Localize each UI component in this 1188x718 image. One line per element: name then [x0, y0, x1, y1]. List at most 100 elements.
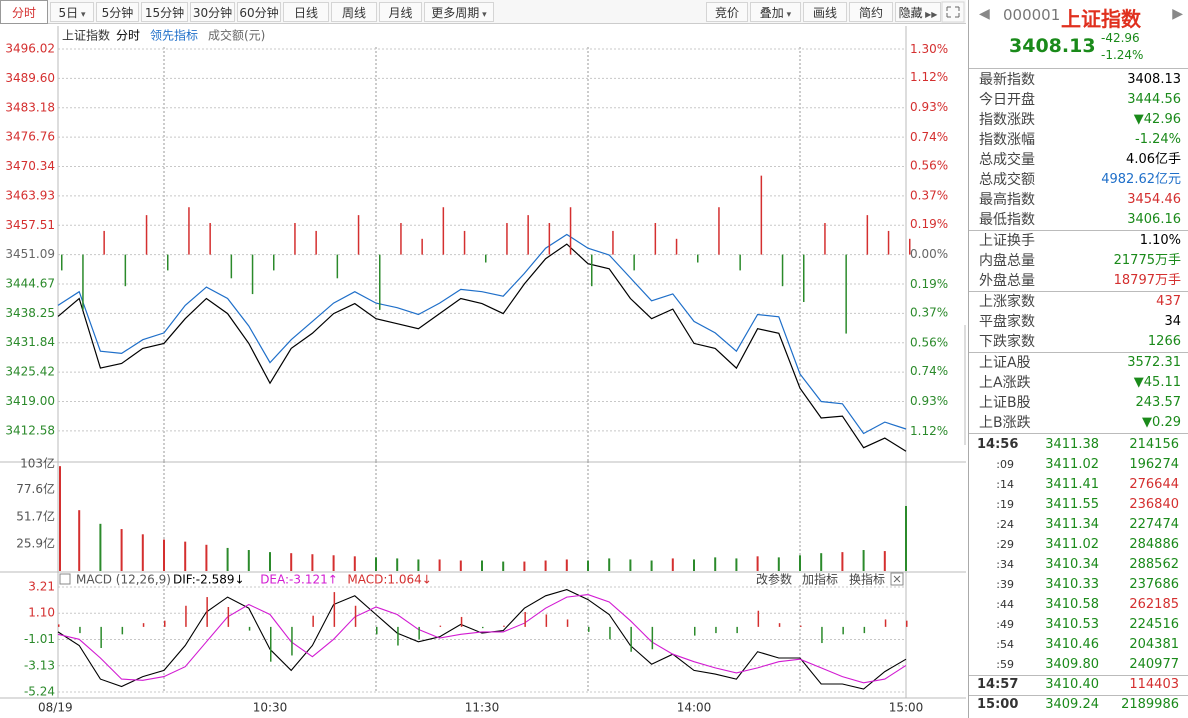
y-tick-label: 3457.51: [5, 218, 55, 232]
lead-bar: [485, 254, 487, 263]
x-tick-label: 14:00: [677, 701, 712, 715]
volume-bar: [247, 550, 250, 571]
separator: [969, 230, 1188, 231]
y-tick-label: 1.10: [28, 606, 55, 620]
lead-bar: [675, 238, 678, 255]
y-tick-label: 3438.25: [5, 306, 55, 320]
tab[interactable]: 分时: [0, 0, 48, 24]
expand-button[interactable]: [941, 1, 965, 23]
legend-entry: 领先指标: [150, 28, 198, 43]
volume-bar: [120, 529, 123, 571]
tab[interactable]: 5日: [50, 2, 94, 22]
volume-bar: [205, 544, 208, 571]
indicator-control[interactable]: 换指标: [849, 572, 885, 587]
quote-row: 指数涨幅 -1.24%: [969, 130, 1188, 150]
tab[interactable]: 更多周期: [424, 2, 494, 22]
indicator-control[interactable]: 改参数: [756, 572, 792, 587]
lead-bar: [909, 238, 911, 255]
tick-time: :14: [996, 478, 1014, 491]
quote-label: 内盘总量: [979, 253, 1035, 269]
legend-entry: DEA:-3.121↑: [260, 573, 338, 587]
tick-time: :24: [996, 518, 1014, 531]
tick-price: 3409.80: [1045, 657, 1099, 672]
tick-time: :34: [996, 558, 1014, 571]
macd-bar: [609, 626, 611, 640]
tool-button[interactable]: 隐藏 ▶▶: [895, 2, 941, 22]
close-button[interactable]: [890, 572, 904, 586]
lead-bar: [781, 254, 784, 287]
quote-label: 上证B股: [979, 395, 1031, 411]
separator: [969, 433, 1188, 434]
y-tick-label: -5.24: [24, 685, 55, 699]
tick-row: :34 3410.34 288562: [969, 555, 1188, 575]
indicator-control[interactable]: 加指标: [802, 572, 838, 587]
tab[interactable]: 15分钟: [141, 2, 188, 22]
macd-line: [57, 594, 907, 684]
tick-time: :09: [996, 458, 1014, 471]
tool-button[interactable]: 简约: [849, 2, 893, 22]
volume-bar: [459, 560, 462, 571]
lead-bar: [273, 254, 275, 271]
tool-button[interactable]: 画线: [803, 2, 847, 22]
quote-row: 最新指数 3408.13: [969, 70, 1188, 90]
quote-label: 总成交量: [979, 152, 1035, 168]
tab[interactable]: 5分钟: [96, 2, 139, 22]
lead-bar: [633, 254, 635, 271]
quote-row: 外盘总量 18797万手: [969, 271, 1188, 291]
tool-button[interactable]: 竞价: [706, 2, 748, 22]
tab[interactable]: 30分钟: [190, 2, 235, 22]
tick-time: :54: [996, 638, 1014, 651]
tick-time: :44: [996, 598, 1014, 611]
prev-arrow[interactable]: ◀: [979, 6, 990, 22]
lead-bar: [103, 230, 105, 255]
y2-tick-label: 0.93%: [910, 100, 948, 114]
lead-bar: [824, 223, 826, 255]
y-tick-label: 103亿: [20, 456, 55, 471]
tick-row: 14:57 3410.40 114403: [969, 675, 1188, 695]
tab[interactable]: 月线: [379, 2, 422, 22]
macd-bar: [651, 626, 654, 650]
y2-tick-label: 0.56%: [910, 159, 948, 173]
quote-label: 上涨家数: [979, 294, 1035, 310]
next-arrow[interactable]: ▶: [1172, 6, 1183, 22]
tab[interactable]: 60分钟: [237, 2, 281, 22]
y-tick-label: 3419.00: [5, 394, 55, 408]
x-tick-label: 15:00: [889, 701, 924, 715]
tick-volume: 262185: [1129, 597, 1179, 612]
macd-bar: [270, 626, 272, 662]
quote-value: ▼0.29: [1142, 415, 1181, 430]
y-tick-label: 3412.58: [5, 423, 55, 437]
tick-volume: 224516: [1129, 617, 1179, 632]
volume-bar: [756, 556, 759, 571]
tick-row: :29 3411.02 284886: [969, 535, 1188, 555]
tab[interactable]: 日线: [283, 2, 329, 22]
quote-value: 3444.56: [1127, 92, 1181, 107]
volume-bar: [141, 534, 144, 571]
tool-button[interactable]: 叠加: [750, 2, 801, 22]
tick-time: 14:57: [977, 677, 1019, 692]
quote-value: ▼42.96: [1133, 112, 1181, 127]
y2-tick-label: 1.12%: [910, 424, 948, 438]
volume-bar: [163, 539, 165, 571]
lead-bar: [506, 223, 508, 255]
lead-bar: [739, 254, 741, 271]
macd-bar: [842, 626, 844, 635]
macd-bar: [58, 624, 60, 627]
lead-bar: [442, 207, 445, 255]
lead-bar: [145, 215, 148, 255]
y2-tick-label: 0.19%: [910, 217, 948, 231]
macd-bar: [354, 605, 357, 627]
tick-row: :49 3410.53 224516: [969, 615, 1188, 635]
macd-bar: [291, 626, 293, 656]
tick-price: 3411.41: [1045, 477, 1099, 492]
tick-row: :54 3410.46 204381: [969, 635, 1188, 655]
macd-bar: [800, 625, 802, 627]
tab[interactable]: 周线: [331, 2, 377, 22]
lead-bar: [866, 215, 869, 255]
quote-label: 最低指数: [979, 212, 1035, 228]
macd-bar: [206, 597, 208, 627]
y2-tick-label: 1.12%: [910, 70, 948, 84]
macd-bar: [884, 619, 887, 627]
collapse-tab[interactable]: [964, 325, 966, 445]
tick-volume: 204381: [1129, 637, 1179, 652]
